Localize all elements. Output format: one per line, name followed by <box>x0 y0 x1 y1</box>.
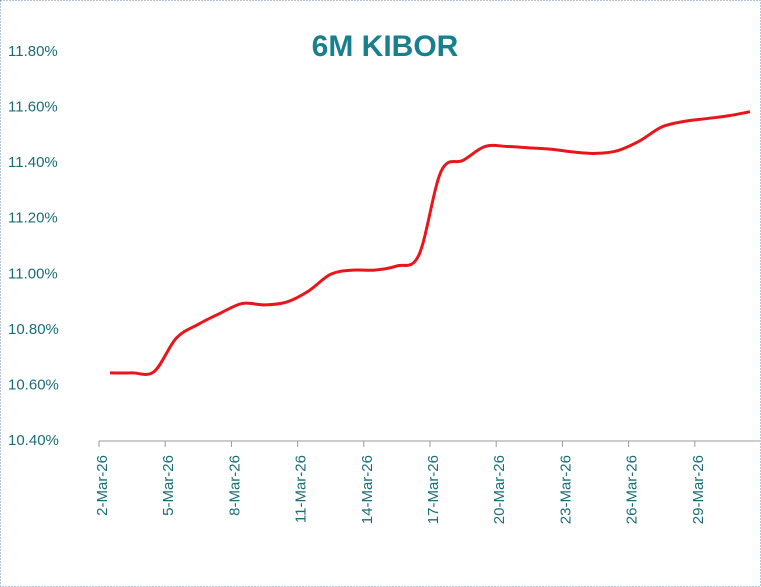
x-tick-label: 5-Mar-26 <box>160 455 177 516</box>
x-tick-label: 14-Mar-26 <box>359 455 376 524</box>
y-tick-label: 11.80% <box>8 43 58 60</box>
x-tick-label: 2-Mar-26 <box>94 455 111 516</box>
x-tick-label: 17-Mar-26 <box>425 455 442 524</box>
y-tick-label: 11.00% <box>8 265 58 282</box>
x-tick-label: 8-Mar-26 <box>226 455 243 516</box>
y-tick-label: 10.60% <box>8 376 59 393</box>
x-tick-label: 29-Mar-26 <box>690 455 707 524</box>
chart-title: 6M KIBOR <box>312 30 459 63</box>
line <box>110 110 751 376</box>
x-tick-label: 26-Mar-26 <box>624 455 641 524</box>
y-tick-label: 10.40% <box>8 432 59 449</box>
x-tick-label: 20-Mar-26 <box>491 455 508 524</box>
y-tick-label: 11.20% <box>8 210 58 227</box>
x-tick-label: 11-Mar-26 <box>293 455 310 523</box>
x-tick-label: 23-Mar-26 <box>557 455 574 524</box>
y-tick-label: 10.80% <box>8 321 59 338</box>
y-tick-label: 11.40% <box>8 154 58 171</box>
y-tick-label: 11.60% <box>8 99 58 116</box>
